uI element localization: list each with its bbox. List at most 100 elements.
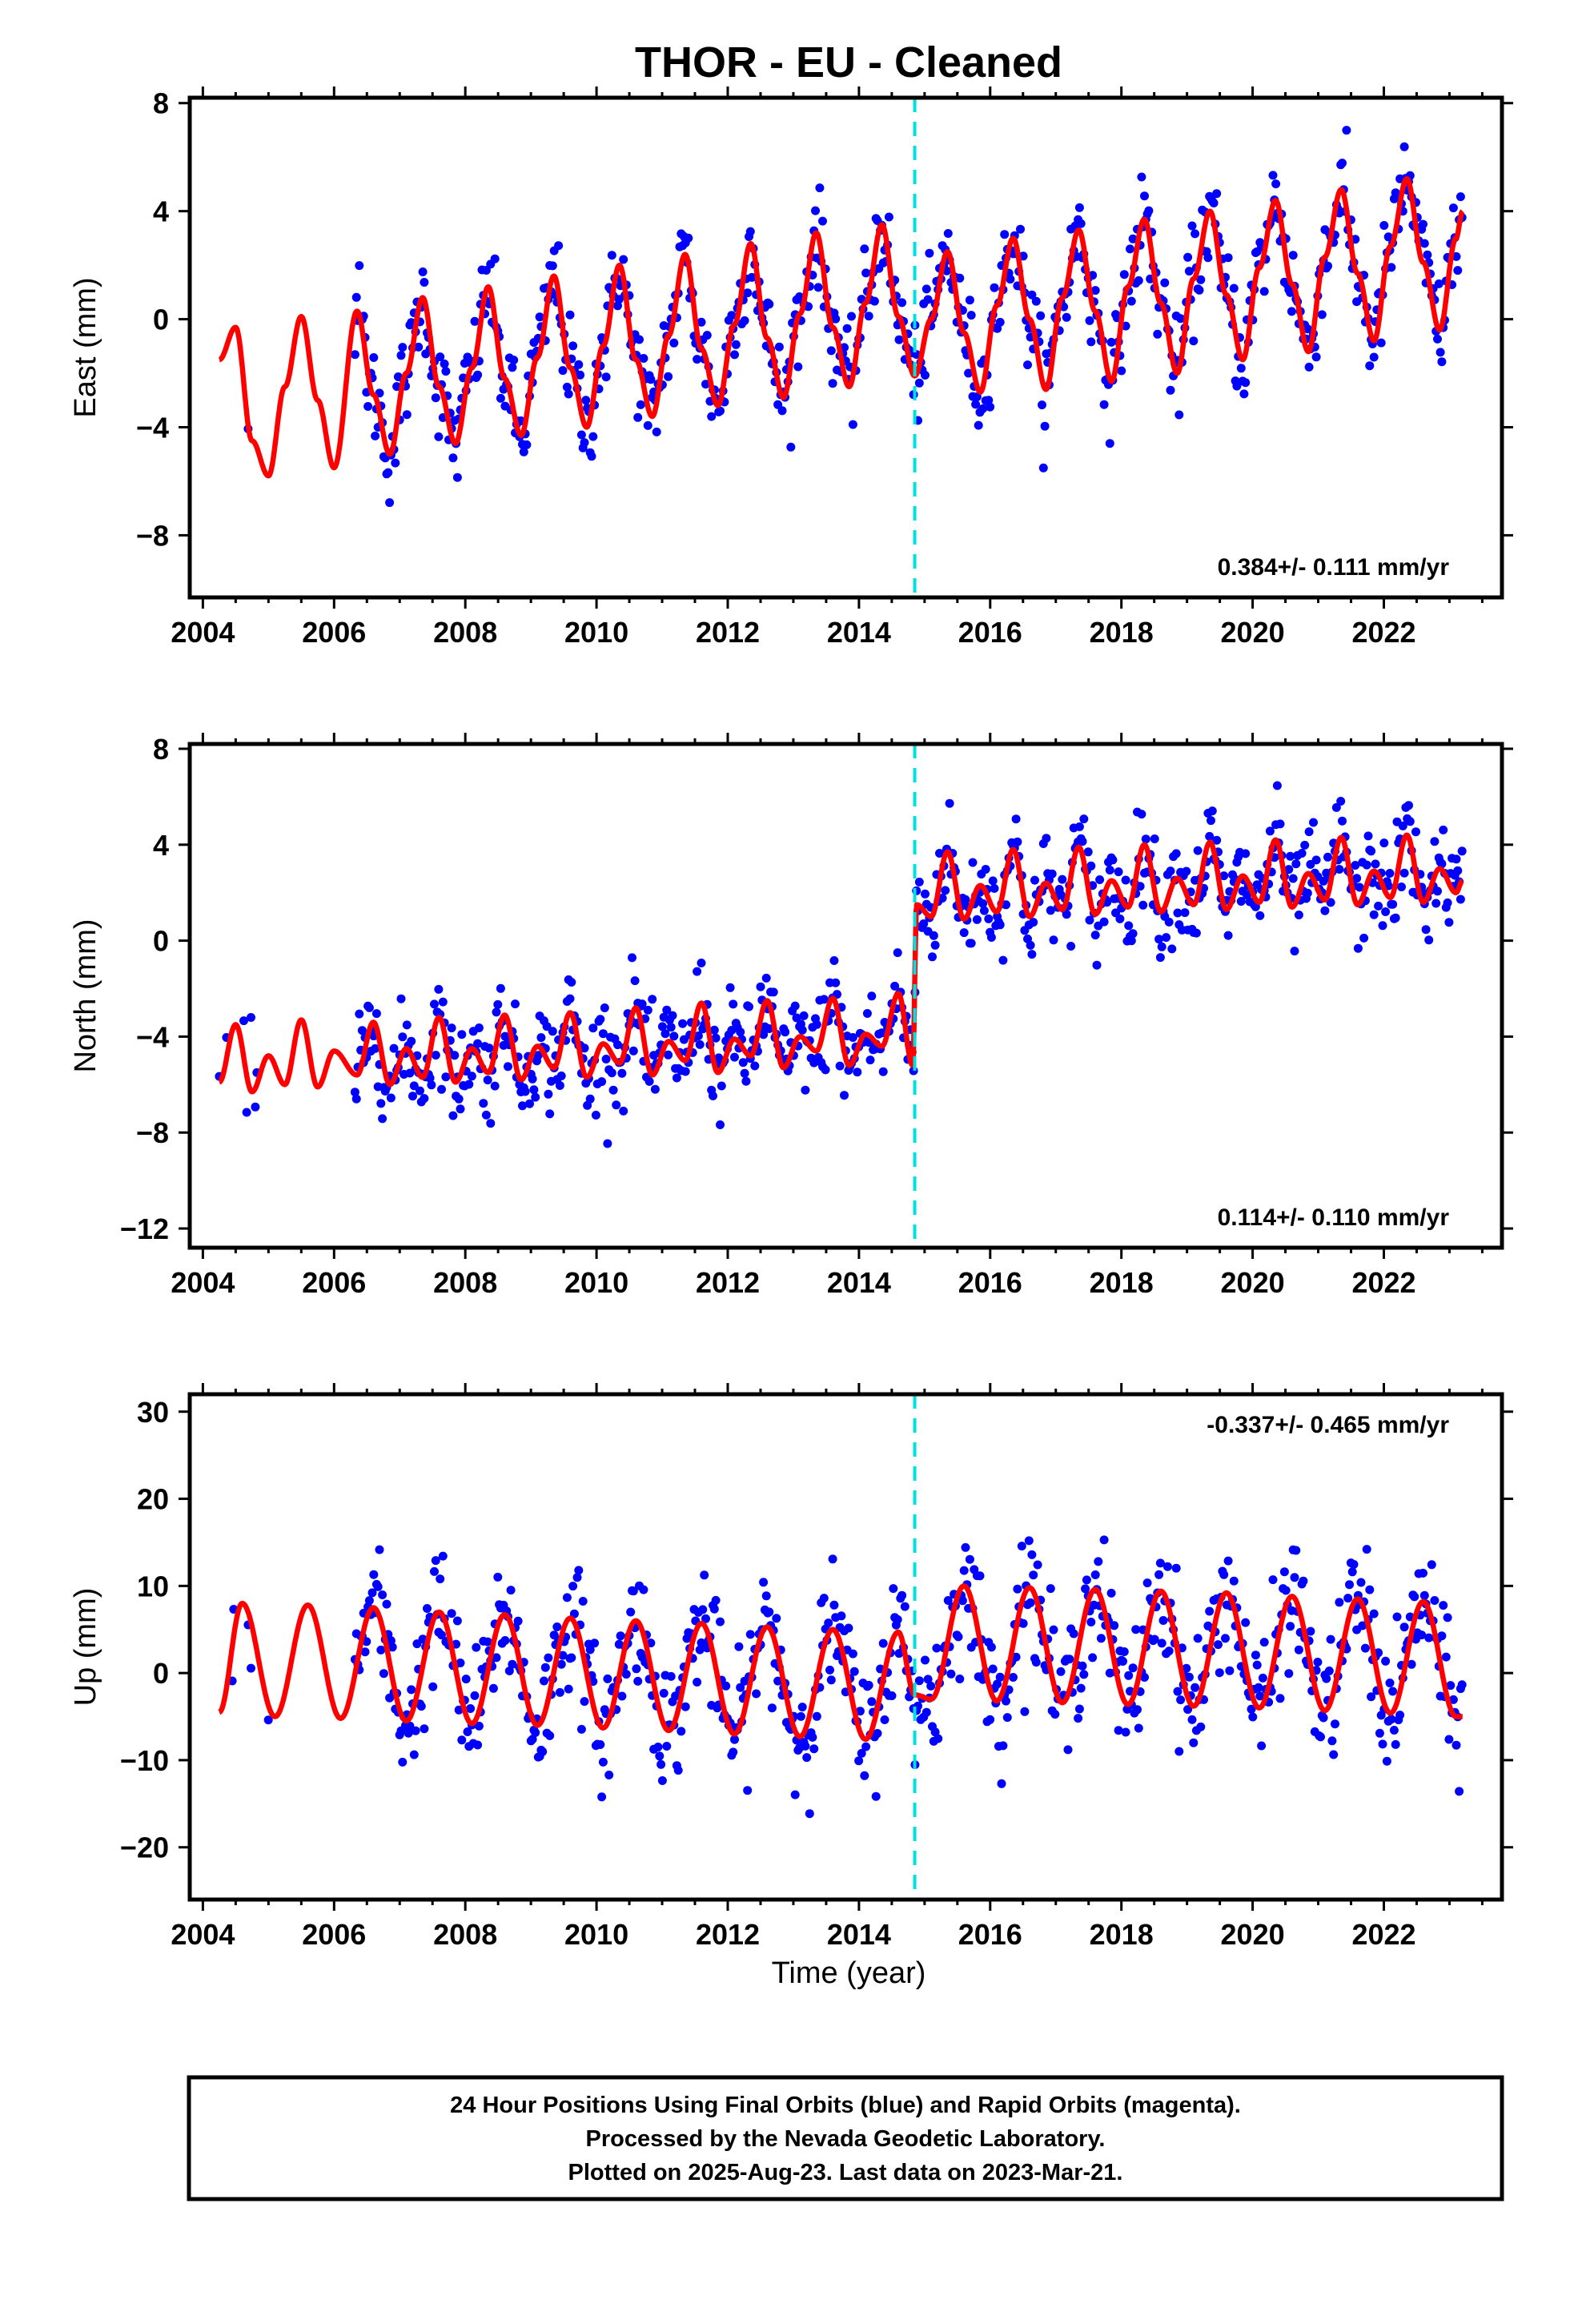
- up-point: [1399, 1622, 1409, 1632]
- east-point: [826, 346, 836, 356]
- north-point: [711, 1033, 721, 1043]
- up-point: [1327, 1736, 1337, 1746]
- north-point: [1351, 861, 1360, 870]
- up-point: [1268, 1575, 1278, 1585]
- east-point: [581, 396, 591, 405]
- east-point: [473, 370, 483, 380]
- east-point: [574, 360, 584, 369]
- east-point: [1232, 381, 1242, 391]
- east-point: [441, 367, 451, 376]
- north-point: [921, 889, 930, 899]
- north-point: [1430, 837, 1439, 846]
- up-point: [759, 1578, 769, 1587]
- up-point: [1056, 1667, 1066, 1676]
- north-point: [1042, 834, 1051, 843]
- north-point: [531, 1092, 540, 1102]
- east-point: [965, 296, 974, 305]
- up-point: [1150, 1634, 1159, 1644]
- east-point: [1286, 287, 1295, 297]
- north-point: [548, 1027, 557, 1036]
- up-point: [1284, 1669, 1294, 1679]
- up-point: [681, 1702, 690, 1711]
- north-point: [657, 1022, 667, 1031]
- north-point: [669, 1031, 679, 1041]
- east-point: [697, 317, 706, 327]
- east-point: [1223, 253, 1233, 263]
- east-point: [414, 342, 424, 352]
- north-point: [456, 1104, 465, 1114]
- up-point: [1358, 1621, 1367, 1630]
- up-point: [409, 1750, 419, 1759]
- up-point: [1088, 1653, 1098, 1663]
- up-point: [470, 1691, 480, 1700]
- north-point: [591, 1111, 600, 1120]
- north-point: [998, 955, 1008, 965]
- up-point: [436, 1574, 445, 1584]
- up-point: [574, 1566, 584, 1575]
- up-point: [873, 1729, 882, 1738]
- up-point: [765, 1607, 774, 1617]
- north-point: [518, 1101, 527, 1111]
- north-point: [1288, 874, 1298, 883]
- up-point: [437, 1630, 446, 1640]
- north-x-tick-label: 2020: [1221, 1266, 1285, 1299]
- north-point: [600, 1003, 609, 1012]
- north-point: [1391, 913, 1400, 923]
- north-point: [1154, 935, 1164, 944]
- east-point: [398, 343, 408, 352]
- east-point: [1229, 283, 1239, 293]
- up-point: [1219, 1570, 1229, 1579]
- up-point: [930, 1727, 940, 1737]
- up-point: [603, 1674, 612, 1683]
- north-point: [630, 976, 640, 986]
- east-point: [1259, 287, 1269, 296]
- north-point: [1399, 868, 1409, 878]
- up-point: [1033, 1560, 1042, 1570]
- east-point: [1287, 307, 1296, 316]
- north-point: [812, 1019, 821, 1029]
- up-point: [995, 1672, 1005, 1682]
- up-point: [677, 1727, 686, 1736]
- north-point: [567, 978, 576, 987]
- east-frame: [187, 95, 1504, 600]
- north-point: [984, 914, 994, 923]
- up-point: [1319, 1713, 1328, 1723]
- caption-line-1: 24 Hour Positions Using Final Orbits (bl…: [450, 2093, 1241, 2118]
- east-point: [385, 498, 395, 508]
- up-point: [1360, 1643, 1370, 1653]
- north-point: [840, 1091, 849, 1100]
- up-point: [375, 1545, 384, 1554]
- up-point: [1299, 1576, 1308, 1586]
- up-point: [955, 1675, 965, 1683]
- up-point: [585, 1645, 595, 1655]
- up-point: [428, 1682, 438, 1691]
- east-point: [1369, 352, 1379, 362]
- north-point: [709, 1025, 719, 1035]
- north-point: [695, 1039, 705, 1049]
- up-point: [854, 1756, 864, 1766]
- north-point: [251, 1102, 260, 1112]
- up-point: [472, 1642, 481, 1652]
- up-point: [567, 1653, 576, 1663]
- north-point: [745, 1002, 753, 1011]
- up-point: [597, 1792, 607, 1802]
- up-point: [997, 1779, 1006, 1788]
- up-point: [576, 1724, 586, 1734]
- up-point: [1196, 1722, 1206, 1731]
- north-point: [1171, 849, 1181, 858]
- north-point: [447, 1023, 456, 1033]
- east-point: [811, 206, 820, 215]
- east-point: [1241, 378, 1251, 388]
- up-point: [693, 1678, 702, 1687]
- east-point: [966, 311, 976, 320]
- up-point: [934, 1734, 943, 1743]
- up-point: [382, 1599, 391, 1609]
- north-point: [1046, 906, 1055, 915]
- up-point: [438, 1551, 448, 1561]
- north-point: [1092, 960, 1102, 970]
- north-point: [481, 1110, 491, 1120]
- up-point: [447, 1609, 456, 1618]
- east-point: [1006, 275, 1015, 284]
- east-point: [470, 316, 480, 326]
- north-point: [1157, 942, 1166, 951]
